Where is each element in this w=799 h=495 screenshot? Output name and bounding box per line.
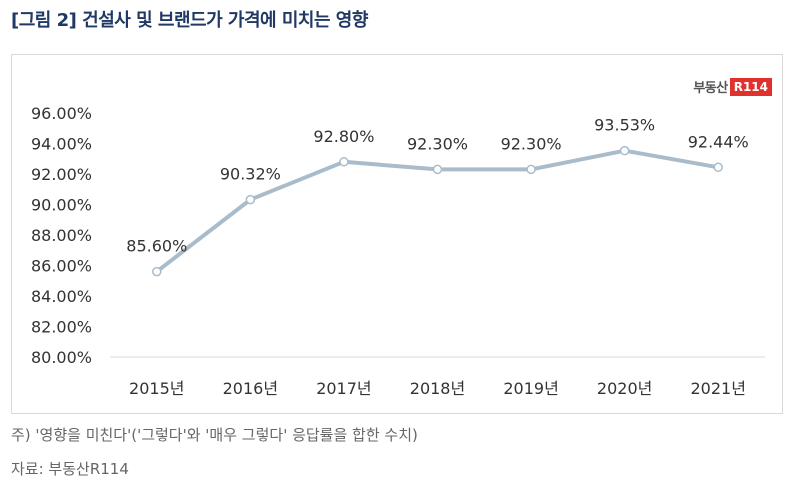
x-tick-label: 2018년 <box>410 379 465 398</box>
data-label: 85.60% <box>126 237 187 256</box>
logo-badge: R114 <box>729 77 772 96</box>
data-point <box>245 194 256 205</box>
y-tick-label: 80.00% <box>31 348 92 367</box>
data-point <box>713 162 723 173</box>
y-tick-label: 82.00% <box>31 318 92 337</box>
chart-panel: 부동산 R114 <box>11 54 783 414</box>
logo-text: 부동산 <box>693 81 728 96</box>
figure-title: [그림 2] 건설사 및 브랜드가 가격에 미치는 영향 <box>11 10 368 31</box>
data-label: 92.30% <box>501 134 562 153</box>
y-tick-label: 90.00% <box>31 196 92 215</box>
y-tick-label: 86.00% <box>31 257 92 276</box>
x-tick-label: 2021년 <box>690 379 745 398</box>
data-point <box>526 164 536 175</box>
y-tick-label: 88.00% <box>31 226 92 245</box>
y-tick-label: 94.00% <box>31 135 92 154</box>
line-chart: 80.00% 82.00% 84.00% 86.00% 88.00% 90.00% 92.0… <box>31 104 765 398</box>
x-tick-label: 2020년 <box>597 379 652 398</box>
y-tick-label: 84.00% <box>31 287 92 306</box>
data-point <box>619 145 630 156</box>
x-tick-label: 2016년 <box>223 379 278 398</box>
x-tick-label: 2015년 <box>129 379 184 398</box>
data-label: 93.53% <box>594 116 655 135</box>
x-tick-label: 2019년 <box>503 379 558 398</box>
data-point <box>339 157 349 167</box>
y-tick-label: 92.00% <box>31 165 92 184</box>
data-label: 90.32% <box>220 165 281 184</box>
data-point <box>432 164 443 175</box>
source-logo: 부동산 R114 <box>693 77 772 96</box>
data-label: 92.30% <box>407 134 468 153</box>
data-point <box>152 266 162 277</box>
data-label: 92.80% <box>313 127 374 146</box>
x-tick-label: 2017년 <box>316 379 371 398</box>
data-label: 92.44% <box>688 132 749 151</box>
source-text: 자료: 부동산R114 <box>11 460 129 478</box>
footnote: 주) '영향을 미친다'('그렇다'와 '매우 그렇다' 응답률을 합한 수치) <box>11 426 418 444</box>
y-tick-label: 96.00% <box>31 104 92 123</box>
